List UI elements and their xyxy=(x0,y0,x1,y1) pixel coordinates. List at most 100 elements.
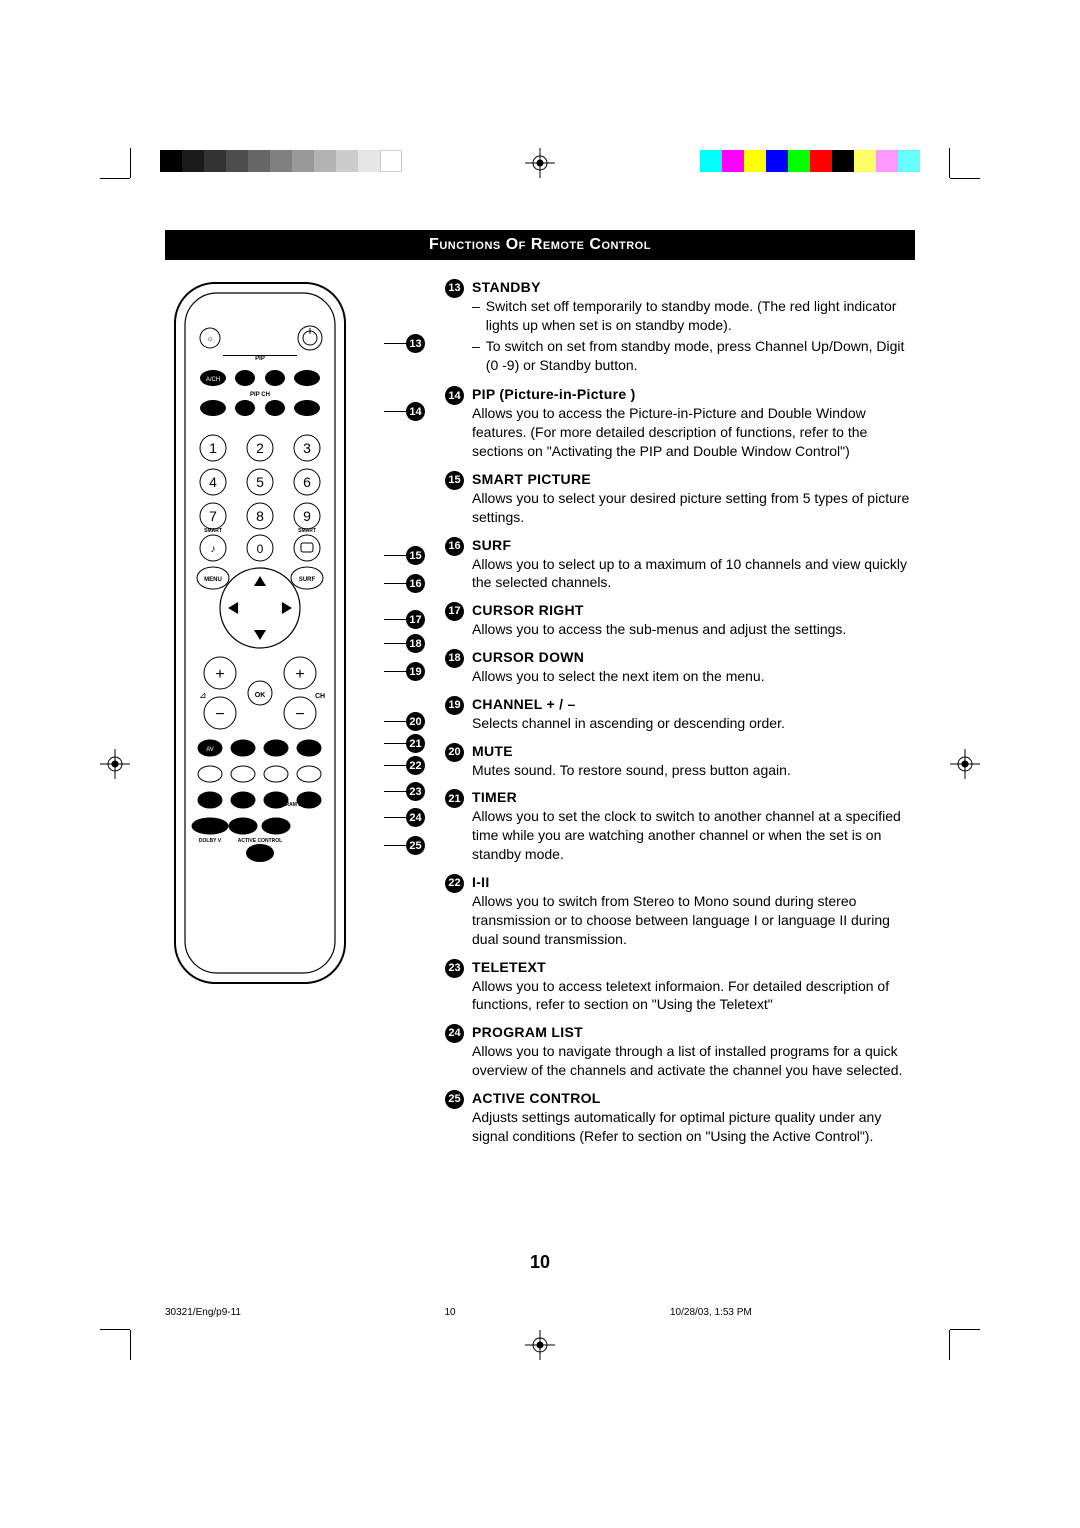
registration-mark-icon xyxy=(525,1330,555,1360)
svg-text:1: 1 xyxy=(209,440,217,456)
function-item: 19CHANNEL + / –Selects channel in ascend… xyxy=(445,695,915,733)
footer-page: 10 xyxy=(410,1307,490,1318)
item-heading: SMART PICTURE xyxy=(472,470,915,489)
svg-text:8: 8 xyxy=(256,508,264,524)
color-swatch xyxy=(160,150,182,172)
registration-mark-icon xyxy=(950,749,980,779)
svg-text:SURF: SURF xyxy=(299,577,316,583)
svg-text:OK: OK xyxy=(255,692,266,699)
callout-marker: 19 xyxy=(384,662,425,681)
color-swatch xyxy=(876,150,898,172)
item-description: Allows you to select the next item on th… xyxy=(472,667,915,686)
color-swatch xyxy=(336,150,358,172)
crop-mark xyxy=(949,1330,950,1360)
item-heading: TELETEXT xyxy=(472,958,915,977)
item-number-icon: 15 xyxy=(445,471,464,490)
footer-datetime: 10/28/03, 1:53 PM xyxy=(490,1307,915,1318)
color-swatch xyxy=(898,150,920,172)
item-description: Allows you to navigate through a list of… xyxy=(472,1042,915,1080)
svg-text:7: 7 xyxy=(209,508,217,524)
item-number-icon: 23 xyxy=(445,959,464,978)
item-description: Allows you to select your desired pictur… xyxy=(472,489,915,527)
callout-marker: 18 xyxy=(384,634,425,653)
callout-marker: 20 xyxy=(384,712,425,731)
item-number-icon: 16 xyxy=(445,537,464,556)
item-number-icon: 24 xyxy=(445,1024,464,1043)
svg-text:0: 0 xyxy=(257,542,264,556)
function-item: 14PIP (Picture-in-Picture )Allows you to… xyxy=(445,385,915,461)
svg-text:6: 6 xyxy=(303,474,311,490)
svg-text:−: − xyxy=(215,706,224,723)
color-swatch xyxy=(700,150,722,172)
crop-mark xyxy=(950,178,980,179)
item-description: Adjusts settings automatically for optim… xyxy=(472,1108,915,1146)
svg-text:SMART: SMART xyxy=(204,528,222,534)
color-swatch xyxy=(270,150,292,172)
item-heading: PROGRAM LIST xyxy=(472,1023,915,1042)
color-swatch xyxy=(744,150,766,172)
svg-text:AV: AV xyxy=(206,747,214,753)
svg-text:4: 4 xyxy=(209,474,217,490)
color-swatch xyxy=(788,150,810,172)
svg-text:DOLBY V: DOLBY V xyxy=(199,838,222,844)
two-column-layout: ☼ PIP A/CH PIP CH 123456789 SMART SMART xyxy=(165,278,915,1155)
function-item: 13STANDBY–Switch set off temporarily to … xyxy=(445,278,915,376)
item-number-icon: 14 xyxy=(445,386,464,405)
function-item: 24 PROGRAM LISTAllows you to navigate thr… xyxy=(445,1023,915,1080)
color-swatch xyxy=(854,150,876,172)
item-bullet-text: To switch on set from standby mode, pres… xyxy=(486,337,915,375)
item-description: Mutes sound. To restore sound, press but… xyxy=(472,761,915,780)
item-heading: ACTIVE CONTROL xyxy=(472,1089,915,1108)
color-swatch xyxy=(832,150,854,172)
callout-marker: 14 xyxy=(384,402,425,421)
svg-text:SMART: SMART xyxy=(298,528,316,534)
item-description: Allows you to select up to a maximum of … xyxy=(472,555,915,593)
svg-text:+: + xyxy=(295,666,304,683)
item-number-icon: 13 xyxy=(445,279,464,298)
svg-text:PIP CH: PIP CH xyxy=(250,392,270,398)
callout-marker: 25 xyxy=(384,836,425,855)
color-swatch xyxy=(314,150,336,172)
color-bar xyxy=(700,150,920,172)
color-swatch xyxy=(722,150,744,172)
footer: 30321/Eng/p9-11 10 10/28/03, 1:53 PM xyxy=(165,1307,915,1318)
color-swatch xyxy=(292,150,314,172)
function-item: 16SURFAllows you to select up to a maxim… xyxy=(445,536,915,593)
svg-text:MENU: MENU xyxy=(204,577,222,583)
item-number-icon: 22 xyxy=(445,874,464,893)
item-bullet-text: Switch set off temporarily to standby mo… xyxy=(486,297,915,335)
svg-text:ACTIVE CONTROL: ACTIVE CONTROL xyxy=(238,838,282,844)
svg-text:−: − xyxy=(295,706,304,723)
item-heading: CURSOR DOWN xyxy=(472,648,915,667)
svg-text:⊿: ⊿ xyxy=(199,690,207,700)
item-number-icon: 25 xyxy=(445,1090,464,1109)
function-item: 22 I-IIAllows you to switch from Stereo t… xyxy=(445,873,915,949)
registration-mark-icon xyxy=(100,749,130,779)
svg-text:PROGRAM LIST: PROGRAM LIST xyxy=(271,802,309,808)
function-item: 15 SMART PICTUREAllows you to select your… xyxy=(445,470,915,527)
crop-mark xyxy=(100,1329,130,1330)
svg-text:CH: CH xyxy=(315,693,325,700)
item-description: Allows you to access the Picture-in-Pict… xyxy=(472,404,915,461)
svg-text:+: + xyxy=(215,666,224,683)
item-description: Allows you to switch from Stereo to Mono… xyxy=(472,892,915,949)
item-number-icon: 21 xyxy=(445,789,464,808)
function-item: 25 ACTIVE CONTROLAdjusts settings automat… xyxy=(445,1089,915,1146)
page-content: Functions Of Remote Control ☼ PIP A/CH P… xyxy=(165,230,915,1155)
color-swatch xyxy=(204,150,226,172)
color-swatch xyxy=(248,150,270,172)
remote-diagram-column: ☼ PIP A/CH PIP CH 123456789 SMART SMART xyxy=(165,278,425,1155)
svg-text:9: 9 xyxy=(303,508,311,524)
callout-marker: 24 xyxy=(384,808,425,827)
callout-marker: 16 xyxy=(384,574,425,593)
item-number-icon: 17 xyxy=(445,602,464,621)
item-heading: MUTE xyxy=(472,742,915,761)
color-swatch xyxy=(226,150,248,172)
item-number-icon: 20 xyxy=(445,743,464,762)
item-heading: I-II xyxy=(472,873,915,892)
svg-text:♪: ♪ xyxy=(211,544,216,555)
svg-text:A/CH: A/CH xyxy=(206,377,220,383)
remote-control-diagram: ☼ PIP A/CH PIP CH 123456789 SMART SMART xyxy=(165,278,375,998)
callout-marker: 15 xyxy=(384,546,425,565)
crop-mark xyxy=(949,148,950,178)
